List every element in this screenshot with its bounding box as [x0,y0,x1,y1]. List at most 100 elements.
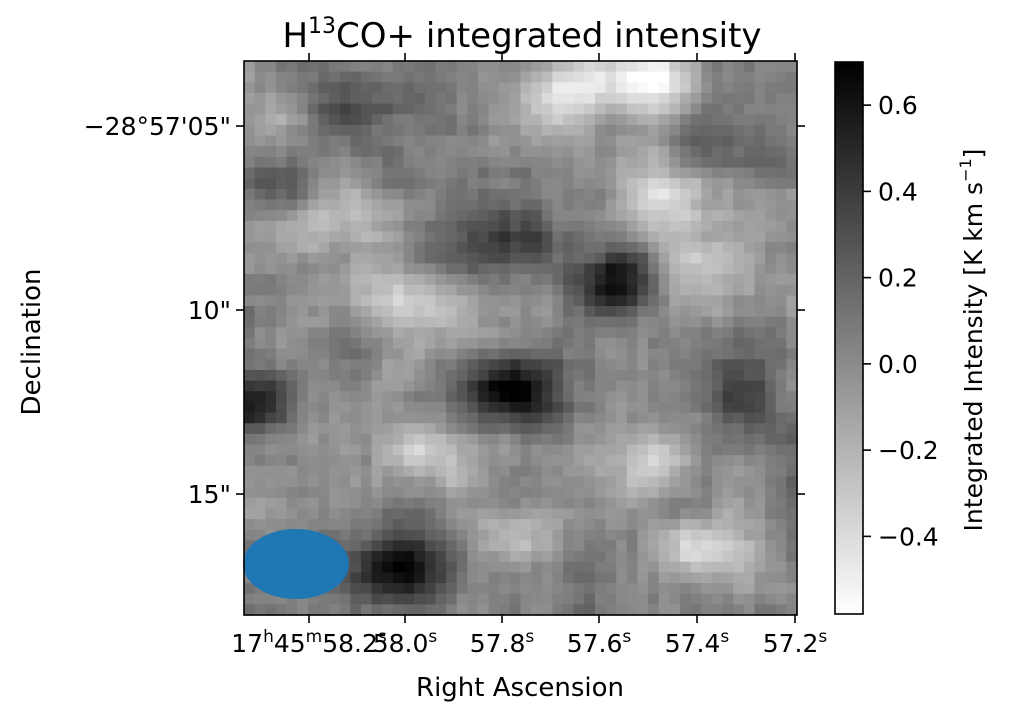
heatmap-cell [637,455,649,467]
heatmap-cell [414,401,426,414]
heatmap-cell [754,487,766,499]
heatmap-cell [339,252,351,265]
heatmap-cell [520,252,532,265]
heatmap-cell [488,82,500,94]
heatmap-cell [456,572,468,584]
heatmap-cell [424,593,437,605]
heatmap-cell [743,284,756,296]
heatmap-cell [382,593,394,605]
heatmap-cell [520,476,532,488]
heatmap-cell [775,188,787,201]
heatmap-cell [658,327,670,339]
heatmap-cell [350,188,362,201]
heatmap-cell [392,433,405,446]
heatmap-cell [563,540,575,552]
heatmap-cell [275,242,288,254]
heatmap-cell [360,455,373,467]
heatmap-cell [297,210,309,222]
heatmap-cell [680,561,692,573]
heatmap-cell [477,92,490,105]
heatmap-cell [382,348,394,360]
heatmap-cell [563,508,575,520]
heatmap-cell [350,551,362,563]
heatmap-cell [403,82,415,94]
heatmap-cell [499,231,511,243]
heatmap-cell [733,412,745,424]
heatmap-cell [531,572,543,584]
heatmap-cell [743,306,756,318]
heatmap-cell [637,465,649,478]
heatmap-cell [456,551,468,563]
heatmap-cell [616,242,628,254]
heatmap-cell [775,210,787,222]
heatmap-cell [669,476,681,488]
heatmap-cell [669,529,681,542]
heatmap-cell [754,455,766,467]
heatmap-cell [360,156,373,169]
heatmap-cell [733,284,745,296]
heatmap-cell [286,604,298,616]
heatmap-cell [722,306,734,318]
heatmap-cell [722,231,734,243]
heatmap-cell [499,274,511,286]
heatmap-cell [318,156,330,169]
heatmap-cell [626,274,639,286]
heatmap-cell [531,465,543,478]
heatmap-cell [786,274,798,286]
heatmap-cell [573,316,585,328]
heatmap-cell [435,359,447,371]
heatmap-cell [403,465,415,478]
heatmap-cell [616,401,628,414]
heatmap-cell [509,572,522,584]
heatmap-cell [786,167,798,179]
heatmap-cell [509,71,522,83]
heatmap-cell [339,82,351,94]
heatmap-cell [446,92,458,105]
heatmap-cell [265,380,277,392]
heatmap-cell [254,252,266,265]
heatmap-cell [605,423,617,435]
heatmap-cell [541,455,553,467]
heatmap-cell [786,231,798,243]
heatmap-cell [733,82,745,94]
heatmap-cell [733,540,745,552]
heatmap-image [244,61,798,616]
heatmap-cell [765,476,777,488]
heatmap-cell [467,338,479,350]
heatmap-cell [403,369,415,382]
heatmap-cell [648,497,660,510]
heatmap-cell [658,604,670,616]
heatmap-cell [648,242,660,254]
heatmap-cell [371,178,383,190]
heatmap-cell [382,369,394,382]
heatmap-cell [307,391,320,403]
heatmap-cell [371,220,383,233]
heatmap-cell [414,359,426,371]
heatmap-cell [435,380,447,392]
heatmap-cell [499,242,511,254]
heatmap-cell [329,487,341,499]
heatmap-cell [531,369,543,382]
heatmap-cell [658,114,670,126]
heatmap-cell [733,593,745,605]
heatmap-cell [403,167,415,179]
heatmap-cell [754,465,766,478]
heatmap-cell [722,156,734,169]
heatmap-cell [339,188,351,201]
heatmap-cell [371,327,383,339]
heatmap-cell [722,178,734,190]
heatmap-cell [690,82,702,94]
heatmap-cell [520,338,532,350]
heatmap-cell [446,540,458,552]
heatmap-cell [488,156,500,169]
heatmap-cell [765,465,777,478]
heatmap-cell [669,135,681,147]
heatmap-cell [541,529,553,542]
heatmap-cell [488,338,500,350]
heatmap-cell [786,114,798,126]
x-axis-label: Right Ascension [416,673,624,703]
heatmap-cell [616,465,628,478]
heatmap-cell [488,210,500,222]
heatmap-cell [658,369,670,382]
heatmap-cell [244,167,256,179]
